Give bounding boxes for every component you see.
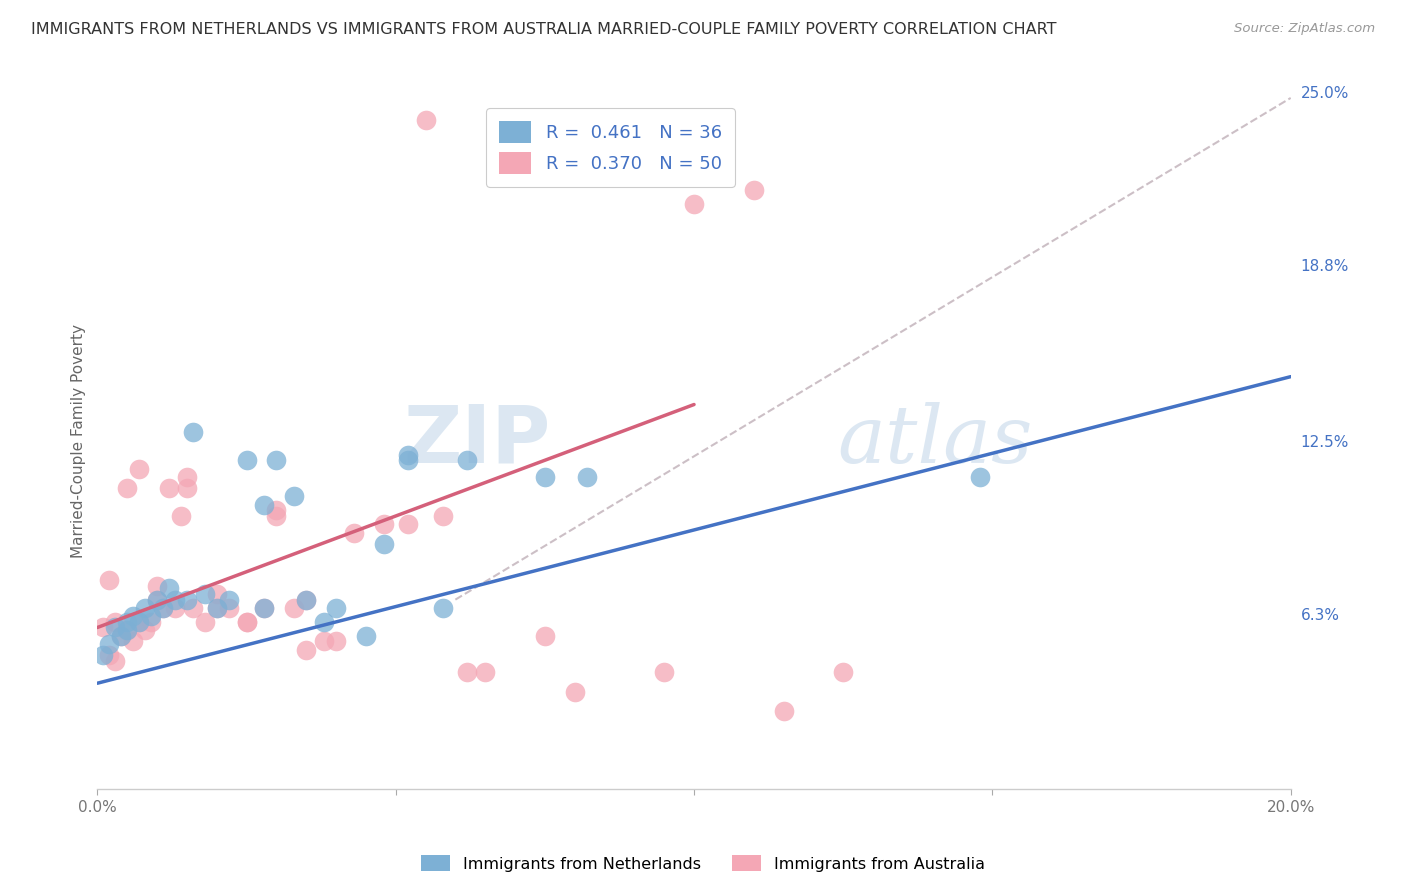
Point	[134, 601, 156, 615]
Point	[176, 592, 198, 607]
Point	[194, 615, 217, 629]
Point	[122, 634, 145, 648]
Point	[295, 642, 318, 657]
Point	[772, 704, 794, 718]
Point	[295, 592, 318, 607]
Point	[396, 448, 419, 462]
Point	[170, 508, 193, 523]
Point	[98, 637, 121, 651]
Point	[157, 481, 180, 495]
Point	[373, 537, 395, 551]
Point	[575, 470, 598, 484]
Point	[534, 470, 557, 484]
Point	[235, 615, 257, 629]
Point	[115, 481, 138, 495]
Point	[115, 615, 138, 629]
Text: ZIP: ZIP	[404, 401, 551, 480]
Legend: R =  0.461   N = 36, R =  0.370   N = 50: R = 0.461 N = 36, R = 0.370 N = 50	[486, 108, 735, 186]
Point	[253, 601, 276, 615]
Legend: Immigrants from Netherlands, Immigrants from Australia: Immigrants from Netherlands, Immigrants …	[413, 847, 993, 880]
Text: Source: ZipAtlas.com: Source: ZipAtlas.com	[1234, 22, 1375, 36]
Point	[134, 624, 156, 638]
Point	[564, 684, 586, 698]
Point	[146, 579, 169, 593]
Point	[122, 609, 145, 624]
Point	[98, 573, 121, 587]
Point	[266, 453, 288, 467]
Point	[176, 481, 198, 495]
Point	[163, 592, 186, 607]
Point	[152, 601, 174, 615]
Point	[110, 629, 132, 643]
Point	[139, 609, 162, 624]
Point	[343, 525, 366, 540]
Point	[235, 453, 257, 467]
Point	[283, 601, 305, 615]
Point	[373, 517, 395, 532]
Point	[146, 592, 169, 607]
Point	[218, 592, 240, 607]
Point	[176, 470, 198, 484]
Point	[194, 587, 217, 601]
Point	[104, 654, 127, 668]
Point	[104, 620, 127, 634]
Point	[115, 624, 138, 638]
Point	[474, 665, 496, 679]
Point	[652, 665, 675, 679]
Point	[128, 461, 150, 475]
Point	[432, 508, 454, 523]
Point	[456, 453, 478, 467]
Point	[235, 615, 257, 629]
Point	[157, 582, 180, 596]
Point	[253, 498, 276, 512]
Point	[325, 634, 347, 648]
Point	[181, 601, 204, 615]
Text: IMMIGRANTS FROM NETHERLANDS VS IMMIGRANTS FROM AUSTRALIA MARRIED-COUPLE FAMILY P: IMMIGRANTS FROM NETHERLANDS VS IMMIGRANT…	[31, 22, 1056, 37]
Y-axis label: Married-Couple Family Poverty: Married-Couple Family Poverty	[72, 324, 86, 558]
Point	[969, 470, 991, 484]
Point	[146, 592, 169, 607]
Point	[742, 183, 765, 197]
Point	[432, 601, 454, 615]
Point	[683, 197, 706, 211]
Point	[128, 615, 150, 629]
Point	[152, 601, 174, 615]
Point	[205, 601, 228, 615]
Point	[415, 113, 437, 128]
Point	[396, 453, 419, 467]
Point	[266, 503, 288, 517]
Point	[325, 601, 347, 615]
Point	[163, 601, 186, 615]
Point	[110, 629, 132, 643]
Point	[139, 615, 162, 629]
Point	[354, 629, 377, 643]
Point	[266, 508, 288, 523]
Point	[314, 615, 336, 629]
Point	[314, 634, 336, 648]
Point	[534, 629, 557, 643]
Point	[115, 624, 138, 638]
Point	[128, 615, 150, 629]
Point	[253, 601, 276, 615]
Point	[104, 615, 127, 629]
Point	[181, 425, 204, 440]
Point	[91, 648, 114, 663]
Point	[396, 517, 419, 532]
Point	[205, 587, 228, 601]
Point	[832, 665, 855, 679]
Point	[205, 601, 228, 615]
Point	[218, 601, 240, 615]
Point	[283, 490, 305, 504]
Point	[98, 648, 121, 663]
Point	[456, 665, 478, 679]
Point	[91, 620, 114, 634]
Text: atlas: atlas	[837, 402, 1032, 480]
Point	[295, 592, 318, 607]
